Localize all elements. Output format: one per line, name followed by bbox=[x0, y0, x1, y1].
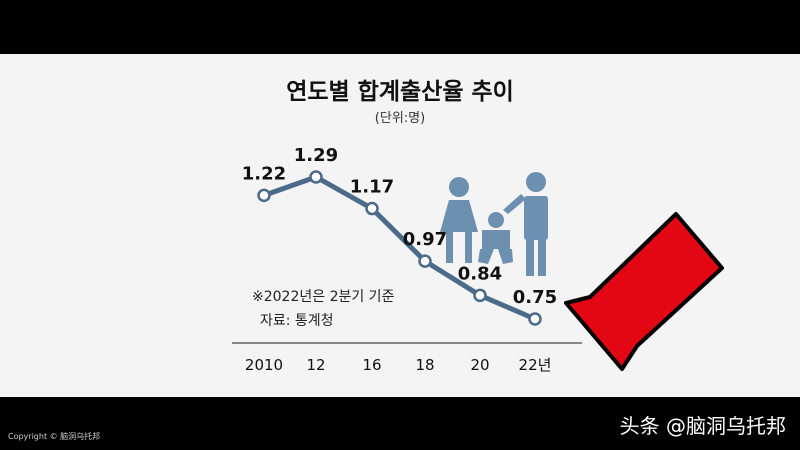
data-point bbox=[257, 188, 271, 203]
x-tick-label: 12 bbox=[306, 356, 325, 374]
data-point bbox=[473, 288, 487, 303]
data-label: 0.84 bbox=[458, 263, 502, 284]
chart-subtitle: (단위:명) bbox=[375, 111, 425, 126]
chart-title: 연도별 합계출산율 추이 bbox=[286, 79, 514, 105]
data-point bbox=[309, 170, 323, 184]
chart-note: ※2022년은 2분기 기준 bbox=[252, 289, 395, 305]
copyright-watermark: Copyright © 脑洞乌托邦 bbox=[8, 432, 101, 441]
data-point bbox=[365, 201, 379, 216]
x-tick-label: 16 bbox=[362, 356, 381, 374]
author-watermark: 头条 @脑洞乌托邦 bbox=[619, 414, 786, 438]
data-label: 0.97 bbox=[403, 229, 447, 250]
chart-canvas: 연도별 합계출산율 추이 (단위:명) ※2022년은 2분기 기준 자료: 통… bbox=[232, 79, 724, 374]
data-label: 1.29 bbox=[294, 145, 338, 166]
x-ticks: 2010 12 16 18 20 22년 bbox=[245, 356, 552, 374]
data-point bbox=[418, 254, 432, 268]
x-tick-label: 18 bbox=[415, 356, 434, 374]
data-label: 1.22 bbox=[242, 163, 286, 184]
x-tick-label: 2010 bbox=[245, 356, 283, 374]
chart-panel: 연도별 합계출산율 추이 (단위:명) ※2022년은 2분기 기준 자료: 통… bbox=[0, 54, 800, 397]
family-icon bbox=[440, 172, 548, 276]
x-tick-label: 20 bbox=[470, 356, 489, 374]
series-line: 1.22 1.29 1.17 0.97 0.84 0.75 bbox=[242, 145, 557, 326]
chart-source: 자료: 통계청 bbox=[260, 313, 334, 329]
x-tick-label: 22년 bbox=[519, 356, 552, 374]
data-label: 0.75 bbox=[513, 287, 557, 308]
data-label: 1.17 bbox=[350, 177, 394, 198]
arrow-icon bbox=[564, 212, 724, 371]
series-path bbox=[263, 174, 536, 322]
data-point bbox=[528, 312, 542, 326]
